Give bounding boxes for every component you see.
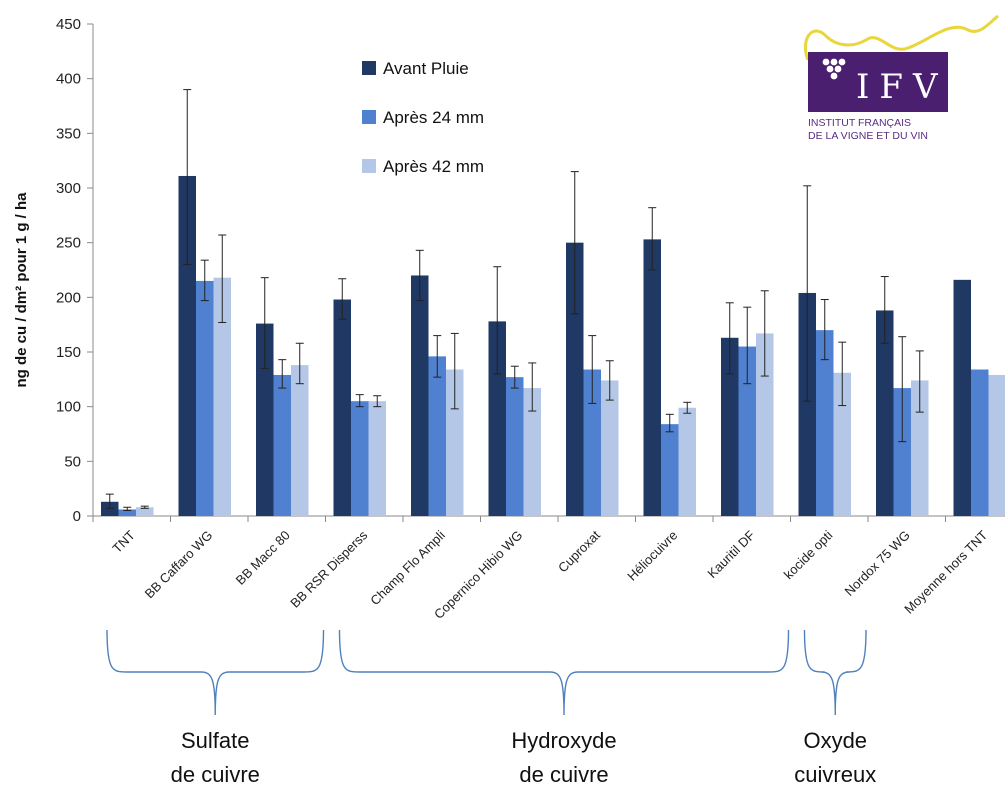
bar (798, 292, 816, 516)
y-axis-label: ng de cu / dm² pour 1 g / ha (13, 192, 30, 388)
logo-line-2: DE LA VIGNE ET DU VIN (808, 130, 928, 142)
ifv-logo: IFV INSTITUT FRANÇAIS DE LA VIGNE ET DU … (803, 14, 999, 142)
bar (428, 356, 446, 516)
legend-label: Avant Pluie (383, 59, 469, 78)
legend: Avant Pluie Après 24 mm Après 42 mm (362, 59, 484, 176)
y-tick-label: 300 (56, 180, 81, 197)
bar (566, 242, 584, 516)
group-brace (803, 629, 867, 716)
y-tick-label: 200 (56, 289, 81, 306)
bar (953, 279, 971, 516)
logo-vine-icon (803, 14, 999, 61)
category-label: Kauritil DF (704, 527, 758, 581)
bar (368, 401, 386, 516)
bar (678, 407, 696, 516)
bar (583, 369, 601, 516)
bar (256, 323, 274, 516)
legend-swatch (362, 110, 376, 124)
y-tick-label: 450 (56, 16, 81, 33)
logo-grape-icon (822, 58, 846, 80)
category-label: BB Macc 80 (233, 528, 293, 588)
legend-swatch (362, 61, 376, 75)
bar (971, 369, 989, 516)
bar (988, 374, 1005, 516)
category-label: Champ Flo Ampli (367, 527, 448, 608)
bar (273, 374, 291, 516)
category-label: BB Caffaro WG (142, 528, 216, 602)
y-tick-label: 0 (73, 508, 81, 525)
category-label: kocide opti (781, 527, 836, 582)
group-brace (338, 629, 790, 716)
group-label: de cuivre (171, 762, 260, 785)
bar (411, 275, 429, 516)
group-label: Hydroxyde (511, 728, 616, 753)
bar (351, 401, 369, 516)
category-label: Cuproxat (555, 527, 603, 575)
bar (488, 321, 506, 516)
y-tick-label: 400 (56, 71, 81, 88)
group-label: Oxyde (803, 728, 867, 753)
legend-label: Après 24 mm (383, 108, 484, 127)
logo-line-1: INSTITUT FRANÇAIS (808, 117, 911, 129)
bar (333, 299, 351, 516)
bar (523, 388, 541, 516)
bar (446, 369, 464, 516)
y-tick-label: 150 (56, 344, 81, 361)
category-label: TNT (109, 527, 138, 556)
bar (196, 280, 214, 516)
bar (893, 388, 911, 516)
y-tick-label: 350 (56, 125, 81, 142)
bar (601, 380, 619, 516)
logo-main-text: IFV (856, 67, 948, 107)
compound-groups: Sulfate de cuivre Hydroxyde de cuivre Oxyde c… (106, 629, 876, 785)
category-label: Copernico Hibio WG (431, 528, 525, 622)
bar (833, 372, 851, 516)
bars (101, 175, 1005, 517)
group-label: cuivreux (794, 762, 876, 785)
bar (738, 346, 756, 516)
group-brace (106, 629, 325, 716)
y-tick-label: 100 (56, 399, 81, 416)
y-tick-label: 50 (64, 453, 81, 470)
group-label: Sulfate (181, 728, 250, 753)
bar (136, 507, 154, 516)
bar (101, 501, 119, 516)
axes: 0 50 100 150 200 250 300 350 400 450 (56, 16, 1005, 525)
bar (661, 424, 679, 516)
y-tick-label: 250 (56, 235, 81, 252)
bar (213, 277, 231, 516)
bar (816, 330, 834, 516)
legend-swatch (362, 159, 376, 173)
error-bars (105, 89, 924, 512)
bar (506, 377, 524, 516)
bar (178, 175, 196, 516)
bar (876, 310, 894, 516)
bar (643, 239, 661, 517)
category-label: Nordox 75 WG (841, 528, 912, 599)
bar (756, 333, 774, 516)
bar (721, 337, 739, 516)
group-label: de cuivre (519, 762, 608, 785)
bar (118, 509, 136, 516)
category-label: Héliocuivre (624, 528, 680, 584)
category-label: BB RSR Disperss (287, 527, 370, 610)
bar (911, 380, 929, 516)
legend-label: Après 42 mm (383, 157, 484, 176)
bar (291, 365, 309, 516)
category-label: Moyenne hors TNT (901, 527, 990, 616)
